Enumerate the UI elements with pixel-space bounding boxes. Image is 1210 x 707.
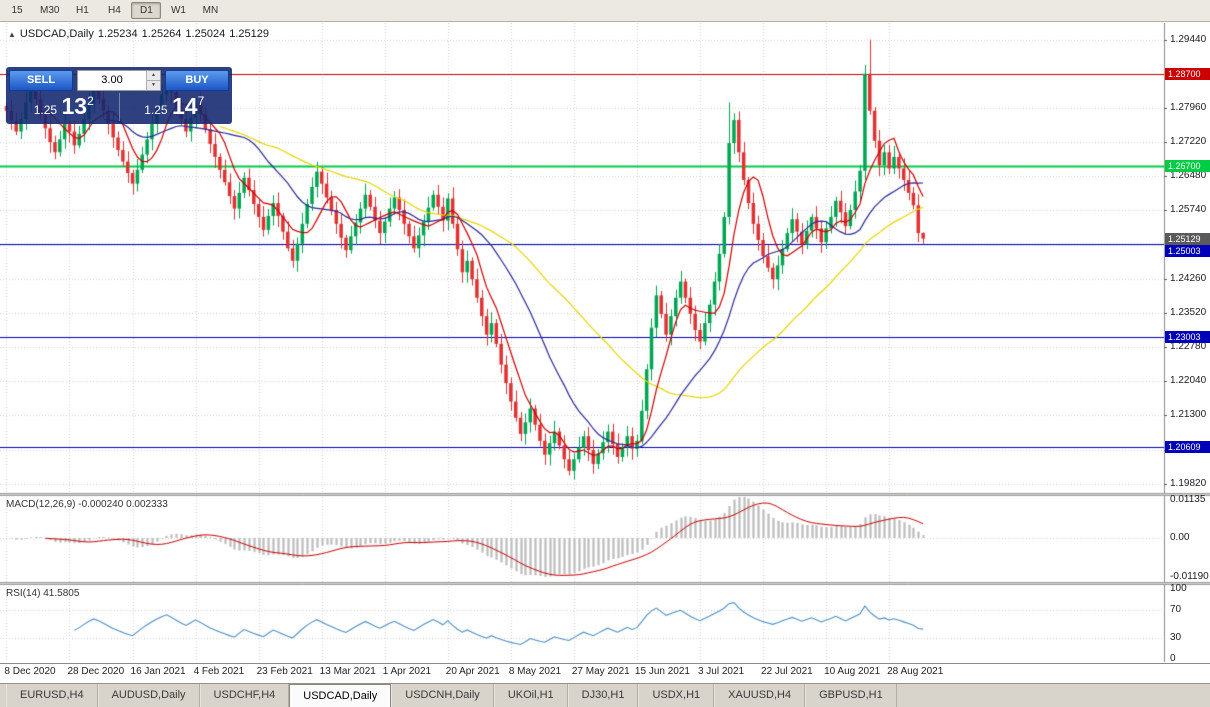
macd-axis-tick: 0.00	[1170, 532, 1190, 543]
price-chart-canvas[interactable]	[0, 23, 1210, 663]
chart-tab-dj30-h1[interactable]: DJ30,H1	[567, 684, 639, 707]
buy-price-pips: 14	[172, 93, 198, 119]
price-level-label: 1.28700	[1165, 67, 1210, 80]
rsi-axis-tick: 100	[1170, 582, 1187, 594]
volume-up-icon[interactable]: ▲	[147, 71, 160, 80]
timeframe-button-mn[interactable]: MN	[202, 5, 219, 16]
chart-tab-usdcnh-daily[interactable]: USDCNH,Daily	[391, 684, 494, 707]
one-click-trading-panel: SELL 3.00 ▲ ▼ BUY 1.25 132 1.25 147	[6, 67, 232, 124]
macd-axis-tick: 0.01135	[1170, 494, 1206, 506]
sell-price-base: 1.25	[33, 103, 58, 117]
price-axis-tick: 1.21300	[1170, 409, 1207, 421]
time-axis-label: 4 Feb 2021	[193, 666, 245, 677]
time-axis-label: 10 Aug 2021	[824, 666, 881, 677]
time-axis-label: 22 Jul 2021	[761, 666, 813, 677]
buy-price-base: 1.25	[144, 103, 168, 117]
macd-indicator-label: MACD(12,26,9) -0.000240 0.002333	[6, 499, 168, 510]
buy-price-point: 7	[197, 94, 205, 108]
rsi-axis-tick: 70	[1170, 603, 1182, 615]
buy-price[interactable]: 1.25 147	[118, 93, 230, 121]
time-axis-label: 23 Feb 2021	[256, 666, 313, 677]
ohlc-open: 1.25234	[97, 28, 138, 40]
ohlc-close: 1.25129	[229, 28, 269, 40]
timeframe-button-d1[interactable]: D1	[131, 2, 162, 19]
price-axis-tick: 1.23520	[1170, 306, 1207, 318]
price-axis-tick: 1.27220	[1170, 136, 1207, 148]
chart-area: ▲ USDCAD,Daily 1.25234 1.25264 1.25024 1.2512…	[0, 23, 1210, 664]
rsi-name: RSI(14)	[6, 588, 41, 599]
chart-tab-gbpusd-h1[interactable]: GBPUSD,H1	[805, 684, 897, 707]
sell-button[interactable]: SELL	[9, 70, 73, 91]
time-axis-label: 8 Dec 2020	[4, 666, 56, 677]
timeframe-button-m30[interactable]: M30	[40, 5, 60, 16]
timeframe-button-w1[interactable]: W1	[170, 5, 186, 16]
time-axis-label: 15 Jun 2021	[634, 666, 690, 677]
ohlc-high: 1.25264	[141, 28, 182, 40]
timeframe-button-15[interactable]: 15	[11, 5, 23, 16]
sell-price-point: 2	[87, 94, 94, 108]
sell-price-pips: 13	[61, 93, 88, 119]
price-level-label: 1.20609	[1165, 441, 1210, 454]
time-axis[interactable]: 8 Dec 2020 28 Dec 2020 16 Jan 2021 4 Feb 20…	[0, 664, 1164, 681]
chart-tab-eurusd-h4[interactable]: EURUSD,H4	[6, 684, 98, 707]
buy-button[interactable]: BUY	[165, 70, 229, 91]
timeframe-button-h1[interactable]: H1	[76, 5, 89, 16]
time-axis-label: 13 Mar 2021	[319, 666, 376, 677]
price-axis-tick: 1.24260	[1170, 272, 1207, 284]
chart-title: ▲ USDCAD,Daily 1.25234 1.25264 1.25024 1.2512…	[8, 28, 273, 40]
time-axis-label: 28 Aug 2021	[887, 666, 944, 677]
macd-name: MACD(12,26,9)	[6, 499, 76, 510]
rsi-axis-tick: 0	[1170, 652, 1176, 664]
rsi-axis-tick: 30	[1170, 631, 1182, 643]
rsi-value: 41.5805	[43, 588, 80, 599]
volume-down-icon[interactable]: ▼	[147, 80, 160, 90]
chart-tab-xauusd-h4[interactable]: XAUUSD,H4	[714, 684, 806, 707]
chart-tab-bar: EURUSD,H4 AUDUSD,Daily USDCHF,H4 USDCAD,Dai…	[0, 683, 1210, 707]
time-axis-label: 16 Jan 2021	[130, 666, 186, 677]
price-axis-tick: 1.19820	[1170, 477, 1207, 489]
timeframe-toolbar: 15 M30 H1 H4 D1 W1 MN	[0, 0, 1210, 22]
price-level-label: 1.23003	[1165, 330, 1210, 343]
sell-price[interactable]: 1.25 132	[9, 93, 119, 121]
time-axis-label: 28 Dec 2020	[67, 666, 125, 677]
time-axis-label: 1 Apr 2021	[382, 666, 432, 677]
rsi-indicator-label: RSI(14) 41.5805	[6, 588, 79, 599]
time-axis-label: 8 May 2021	[508, 666, 562, 677]
price-axis-tick: 1.22780	[1170, 341, 1207, 353]
time-axis-label: 27 May 2021	[571, 666, 630, 677]
price-level-label: 1.25003	[1165, 244, 1210, 257]
macd-main-value: -0.000240	[78, 499, 124, 510]
price-axis-tick: 1.27960	[1170, 101, 1207, 113]
price-axis-tick: 1.29440	[1170, 33, 1207, 45]
macd-axis-tick: -0.01190	[1170, 571, 1209, 583]
macd-signal-value: 0.002333	[126, 499, 168, 510]
price-level-label: 1.26700	[1165, 160, 1210, 173]
price-axis-tick: 1.22040	[1170, 375, 1207, 387]
timeframe-button-h4[interactable]: H4	[108, 5, 121, 16]
chart-symbol-label: USDCAD,Daily	[19, 28, 94, 40]
chart-tab-usdx-h1[interactable]: USDX,H1	[638, 684, 715, 707]
time-axis-label: 20 Apr 2021	[445, 666, 500, 677]
volume-spinner[interactable]: 3.00 ▲ ▼	[77, 70, 161, 91]
collapse-panel-icon[interactable]: ▲	[8, 30, 16, 39]
chart-tab-usdcad-daily[interactable]: USDCAD,Daily	[289, 684, 392, 707]
chart-tab-ukoil-h1[interactable]: UKOil,H1	[493, 684, 568, 707]
price-level-label: 1.25129	[1165, 232, 1210, 245]
price-axis-tick: 1.25740	[1170, 204, 1207, 216]
chart-tab-usdchf-h4[interactable]: USDCHF,H4	[199, 684, 290, 707]
time-axis-label: 3 Jul 2021	[697, 666, 745, 677]
chart-tab-audusd-daily[interactable]: AUDUSD,Daily	[97, 684, 200, 707]
price-axis-tick: 1.26480	[1170, 170, 1207, 182]
volume-value[interactable]: 3.00	[101, 74, 123, 86]
ohlc-low: 1.25024	[185, 28, 226, 40]
